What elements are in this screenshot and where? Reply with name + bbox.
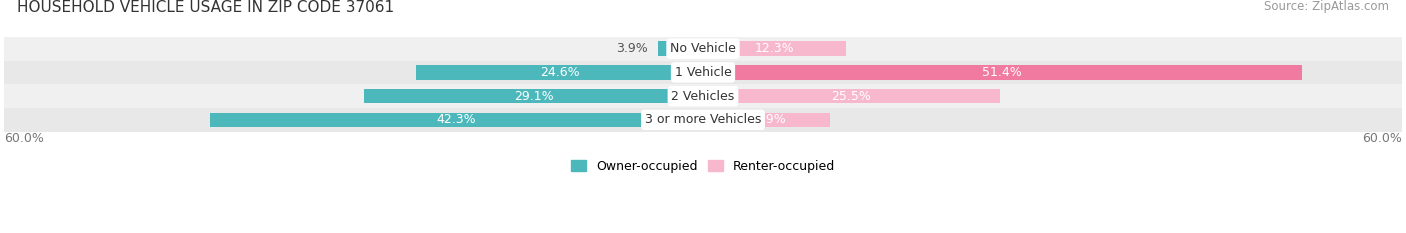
Text: 60.0%: 60.0% bbox=[1362, 132, 1402, 145]
Text: 24.6%: 24.6% bbox=[540, 66, 579, 79]
Bar bbox=[4, 37, 1402, 61]
Bar bbox=[703, 113, 830, 127]
Text: Source: ZipAtlas.com: Source: ZipAtlas.com bbox=[1264, 0, 1389, 13]
Bar bbox=[703, 89, 1000, 103]
Text: No Vehicle: No Vehicle bbox=[671, 42, 735, 55]
Text: 12.3%: 12.3% bbox=[755, 42, 794, 55]
Bar bbox=[211, 113, 703, 127]
Bar bbox=[658, 41, 703, 56]
Text: 60.0%: 60.0% bbox=[4, 132, 44, 145]
Text: 51.4%: 51.4% bbox=[983, 66, 1022, 79]
Bar bbox=[703, 65, 1302, 80]
Legend: Owner-occupied, Renter-occupied: Owner-occupied, Renter-occupied bbox=[567, 155, 839, 178]
Text: 25.5%: 25.5% bbox=[831, 90, 872, 103]
Bar bbox=[416, 65, 703, 80]
Text: 29.1%: 29.1% bbox=[513, 90, 554, 103]
Bar bbox=[4, 61, 1402, 84]
Bar bbox=[4, 108, 1402, 132]
Text: HOUSEHOLD VEHICLE USAGE IN ZIP CODE 37061: HOUSEHOLD VEHICLE USAGE IN ZIP CODE 3706… bbox=[17, 0, 394, 15]
Text: 10.9%: 10.9% bbox=[747, 113, 786, 126]
Bar bbox=[4, 84, 1402, 108]
Text: 3.9%: 3.9% bbox=[616, 42, 648, 55]
Text: 2 Vehicles: 2 Vehicles bbox=[672, 90, 734, 103]
Bar bbox=[703, 41, 846, 56]
Bar bbox=[364, 89, 703, 103]
Text: 1 Vehicle: 1 Vehicle bbox=[675, 66, 731, 79]
Text: 42.3%: 42.3% bbox=[437, 113, 477, 126]
Text: 3 or more Vehicles: 3 or more Vehicles bbox=[645, 113, 761, 126]
